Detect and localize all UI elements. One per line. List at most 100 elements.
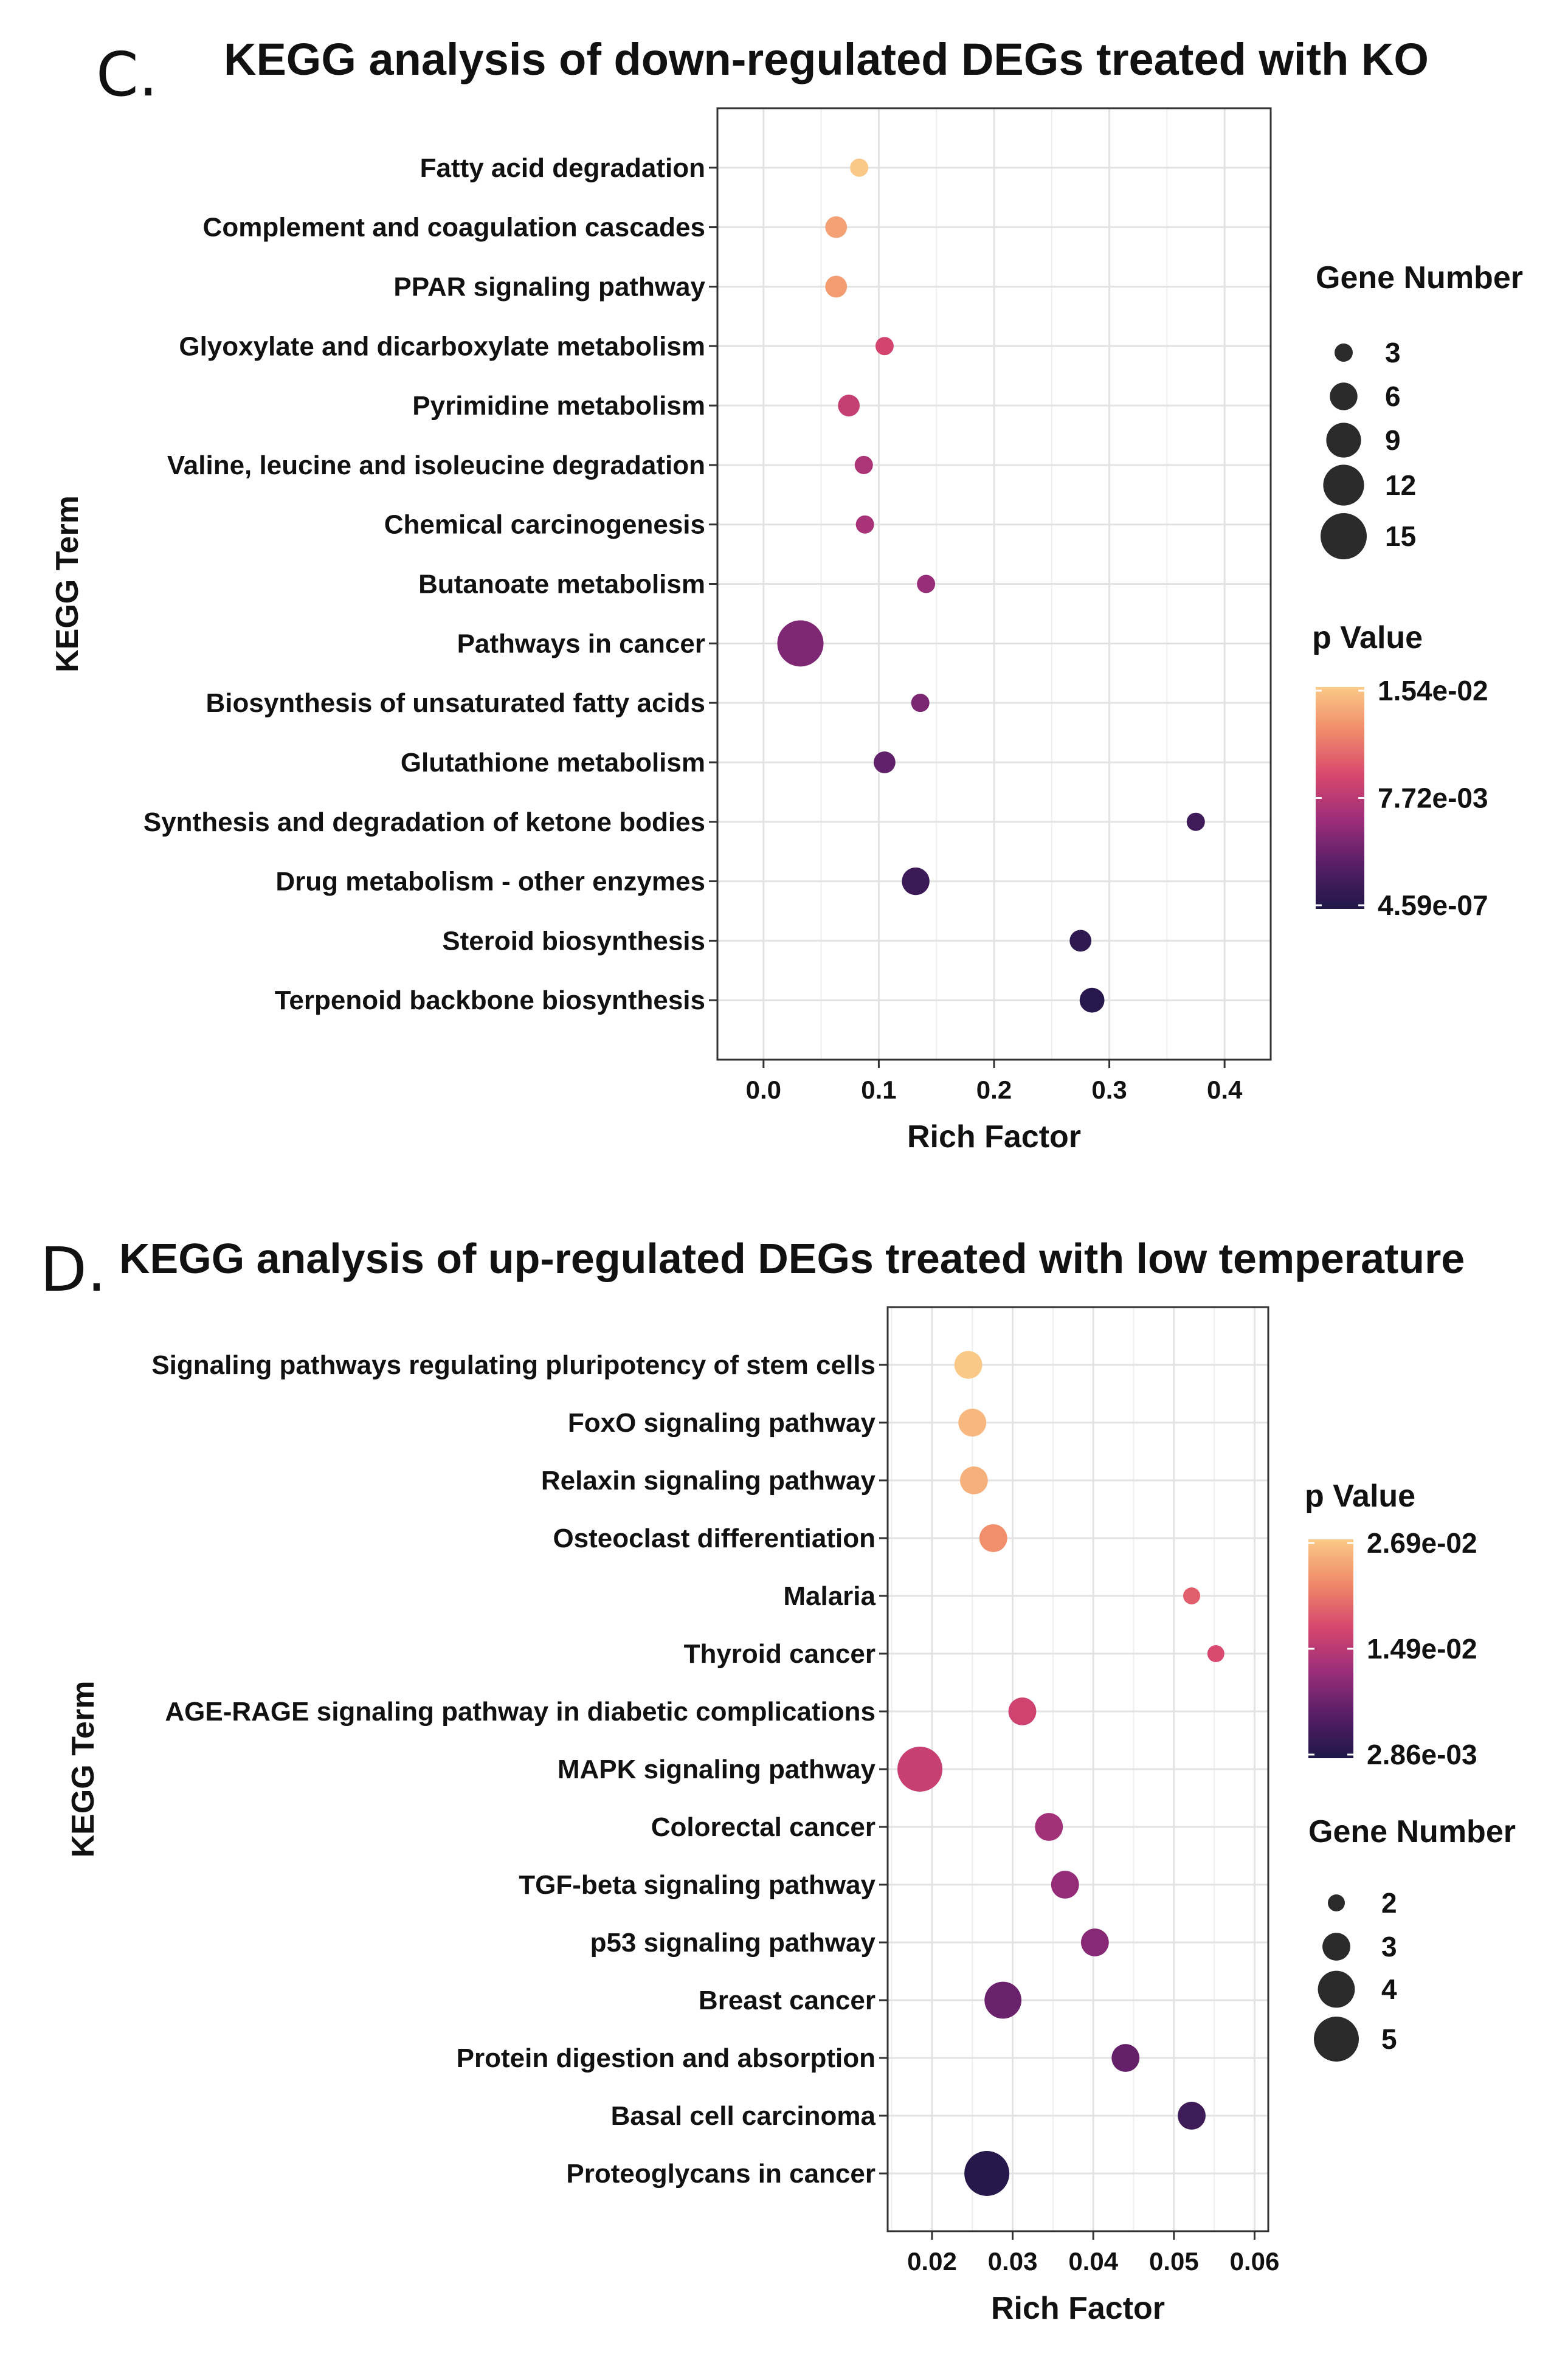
chart-d-size-legend-dot xyxy=(1318,1970,1355,2008)
chart-d-term-label: Relaxin signaling pathway xyxy=(541,1466,876,1496)
chart-d-term-label: Thyroid cancer xyxy=(684,1639,876,1669)
chart-c-x-tick-label: 0.0 xyxy=(746,1075,781,1104)
chart-c-data-point xyxy=(777,620,824,667)
chart-d-data-point xyxy=(1111,2044,1140,2072)
chart-c-data-point xyxy=(850,158,869,177)
chart-d-x-tick-label: 0.02 xyxy=(907,2247,957,2276)
chart-c-size-legend-dot xyxy=(1323,464,1364,506)
chart-c-size-legend-title: Gene Number xyxy=(1316,260,1523,295)
chart-c-y-axis-title: KEGG Term xyxy=(50,495,85,672)
chart-d-term-label: TGF-beta signaling pathway xyxy=(519,1870,876,1900)
chart-c-x-axis-title: Rich Factor xyxy=(907,1119,1081,1155)
chart-c-x-tick-label: 0.1 xyxy=(861,1075,896,1104)
chart-c-term-label: Pathways in cancer xyxy=(457,629,705,658)
chart-d-color-legend-label: 2.86e-03 xyxy=(1367,1739,1477,1770)
chart-c-term-label: Pyrimidine metabolism xyxy=(412,391,705,421)
chart-c-term-label: Chemical carcinogenesis xyxy=(384,510,705,540)
chart-c-term-label: Butanoate metabolism xyxy=(418,570,705,599)
chart-d-x-tick-label: 0.03 xyxy=(988,2247,1038,2276)
chart-d-color-legend-label: 2.69e-02 xyxy=(1367,1527,1477,1559)
chart-c-size-legend-dot xyxy=(1335,343,1353,362)
chart-c-size-legend-label: 15 xyxy=(1385,520,1416,552)
chart-d-term-label: MAPK signaling pathway xyxy=(558,1755,876,1784)
chart-d-data-point xyxy=(960,1466,988,1494)
chart-c-data-point xyxy=(825,216,848,238)
chart-d-term-label: p53 signaling pathway xyxy=(590,1928,876,1958)
chart-d-y-axis-title: KEGG Term xyxy=(66,1681,101,1858)
chart-c-size-legend-label: 6 xyxy=(1385,381,1401,412)
chart-d-data-point xyxy=(1080,1928,1109,1956)
chart-d-color-legend-title: p Value xyxy=(1305,1479,1415,1514)
chart-c-size-legend-label: 3 xyxy=(1385,337,1401,368)
chart-c-data-point xyxy=(855,515,874,534)
chart-d-size-legend-label: 3 xyxy=(1381,1931,1397,1962)
chart-d-size-legend-label: 5 xyxy=(1381,2023,1397,2055)
chart-d-data-point xyxy=(1008,1697,1037,1725)
chart-d-data-point xyxy=(979,1524,1007,1552)
chart-c-color-legend-title: p Value xyxy=(1312,620,1423,655)
chart-d: Signaling pathways regulating pluripoten… xyxy=(66,1306,1516,2326)
chart-d-x-tick-label: 0.05 xyxy=(1149,2247,1199,2276)
chart-c-size-legend-dot xyxy=(1321,513,1367,559)
chart-d-term-label: Basal cell carcinoma xyxy=(611,2101,876,2131)
chart-d-term-label: Proteoglycans in cancer xyxy=(566,2159,876,2189)
chart-c-x-tick-label: 0.3 xyxy=(1091,1075,1127,1104)
chart-c-term-label: Glyoxylate and dicarboxylate metabolism xyxy=(179,331,705,361)
chart-c-data-point xyxy=(838,395,860,416)
chart-c-data-point xyxy=(1079,987,1105,1013)
chart-c-color-legend-label: 4.59e-07 xyxy=(1378,889,1488,921)
panel-c-letter: C. xyxy=(96,39,158,110)
chart-c-term-label: Valine, leucine and isoleucine degradati… xyxy=(167,450,705,480)
chart-c-term-label: Glutathione metabolism xyxy=(401,748,705,778)
chart-d-data-point xyxy=(1051,1871,1079,1899)
chart-d-term-label: Signaling pathways regulating pluripoten… xyxy=(151,1350,876,1380)
chart-c-data-point xyxy=(875,337,894,356)
panel-d-title: KEGG analysis of up-regulated DEGs treat… xyxy=(119,1235,1465,1282)
chart-d-data-point xyxy=(1183,1587,1201,1604)
chart-d-size-legend-title: Gene Number xyxy=(1308,1814,1516,1849)
panel-d-letter: D. xyxy=(40,1234,106,1305)
chart-d-x-tick-label: 0.04 xyxy=(1068,2247,1118,2276)
chart-c-data-point xyxy=(825,275,848,298)
chart-c-data-point xyxy=(874,751,896,773)
chart-c-term-label: Complement and coagulation cascades xyxy=(203,213,705,243)
chart-d-size-legend-label: 2 xyxy=(1381,1887,1397,1919)
chart-c-color-legend-label: 1.54e-02 xyxy=(1378,675,1488,706)
chart-d-data-point xyxy=(964,2151,1010,2196)
chart-c-term-label: PPAR signaling pathway xyxy=(393,272,705,302)
chart-d-data-point xyxy=(1207,1645,1224,1662)
chart-c-color-legend-label: 7.72e-03 xyxy=(1378,782,1488,814)
chart-d-term-label: Malaria xyxy=(783,1581,876,1611)
chart-d-data-point xyxy=(984,1981,1022,2019)
chart-c-size-legend-label: 12 xyxy=(1385,469,1416,501)
chart-c-data-point xyxy=(854,455,873,474)
chart-d-data-point xyxy=(1035,1813,1063,1841)
chart-d-x-tick-label: 0.06 xyxy=(1230,2247,1280,2276)
chart-c-term-label: Biosynthesis of unsaturated fatty acids xyxy=(205,688,705,718)
chart-c-data-point xyxy=(902,867,930,896)
chart-c-term-label: Fatty acid degradation xyxy=(420,153,705,183)
chart-d-term-label: Osteoclast differentiation xyxy=(553,1524,876,1553)
chart-d-size-legend-dot xyxy=(1322,1933,1350,1961)
chart-c-term-label: Synthesis and degradation of ketone bodi… xyxy=(143,807,705,837)
chart-c-data-point xyxy=(917,575,936,593)
chart-c-data-point xyxy=(911,694,930,713)
chart-c-data-point xyxy=(1186,812,1205,831)
chart-d-term-label: Breast cancer xyxy=(699,1986,876,2015)
chart-d-term-label: FoxO signaling pathway xyxy=(568,1408,876,1438)
chart-c-size-legend-dot xyxy=(1330,382,1358,410)
chart-d-term-label: AGE-RAGE signaling pathway in diabetic c… xyxy=(165,1697,876,1727)
chart-d-data-point xyxy=(1178,2102,1206,2130)
chart-c-term-label: Terpenoid backbone biosynthesis xyxy=(275,986,705,1015)
chart-c-size-legend-dot xyxy=(1326,423,1361,458)
chart-c-term-label: Steroid biosynthesis xyxy=(442,926,705,956)
chart-d-color-legend-bar xyxy=(1308,1539,1353,1758)
chart-c-x-tick-label: 0.4 xyxy=(1207,1075,1243,1104)
chart-c-color-legend-bar xyxy=(1316,687,1364,909)
chart-c-x-tick-label: 0.2 xyxy=(976,1075,1012,1104)
chart-d-data-point xyxy=(954,1351,983,1379)
chart-c-size-legend-label: 9 xyxy=(1385,424,1401,456)
chart-c: Fatty acid degradation Complement and coa… xyxy=(50,107,1523,1155)
panel-c-title: KEGG analysis of down-regulated DEGs tre… xyxy=(224,34,1429,85)
chart-c-term-label: Drug metabolism - other enzymes xyxy=(275,867,705,897)
